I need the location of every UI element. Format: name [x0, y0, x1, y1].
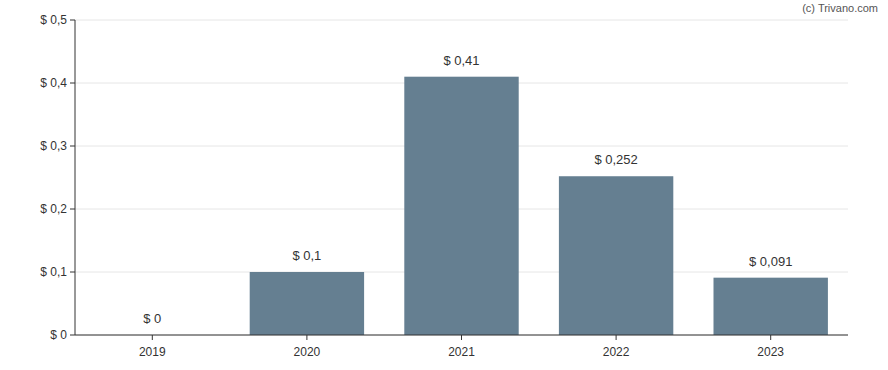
x-tick	[306, 335, 307, 340]
data-label: $ 0,252	[594, 152, 637, 167]
x-tick-label: 2019	[139, 345, 166, 359]
bar	[250, 272, 364, 335]
data-label: $ 0	[143, 311, 161, 326]
y-tick	[70, 20, 75, 21]
grid-line	[75, 20, 848, 21]
x-tick-label: 2021	[448, 345, 475, 359]
y-tick	[70, 335, 75, 336]
x-tick	[616, 335, 617, 340]
bars	[250, 77, 828, 335]
x-tick	[152, 335, 153, 340]
y-tick	[70, 272, 75, 273]
y-tick-label: $ 0,1	[40, 265, 67, 279]
x-tick-label: 2023	[757, 345, 784, 359]
bar	[404, 77, 518, 335]
x-tick	[461, 335, 462, 340]
y-tick-label: $ 0,2	[40, 202, 67, 216]
bar	[713, 278, 827, 335]
y-tick	[70, 209, 75, 210]
chart: $ 0 $ 0,1 $ 0,2 $ 0,3 $ 0,4 $ 0,5 2019 2020 2021…	[0, 0, 888, 370]
y-tick	[70, 146, 75, 147]
y-tick-label: $ 0,5	[40, 13, 67, 27]
data-label: $ 0,091	[749, 254, 792, 269]
y-tick-label: $ 0,3	[40, 139, 67, 153]
x-tick	[770, 335, 771, 340]
y-tick-label: $ 0	[50, 328, 67, 342]
y-tick-label: $ 0,4	[40, 76, 67, 90]
data-label: $ 0,41	[443, 53, 479, 68]
annotation: (c) Trivano.com	[802, 2, 878, 14]
y-tick	[70, 83, 75, 84]
y-axis	[75, 20, 76, 335]
x-tick-label: 2020	[294, 345, 321, 359]
bar	[559, 176, 673, 335]
x-tick-label: 2022	[603, 345, 630, 359]
data-label: $ 0,1	[292, 248, 321, 263]
